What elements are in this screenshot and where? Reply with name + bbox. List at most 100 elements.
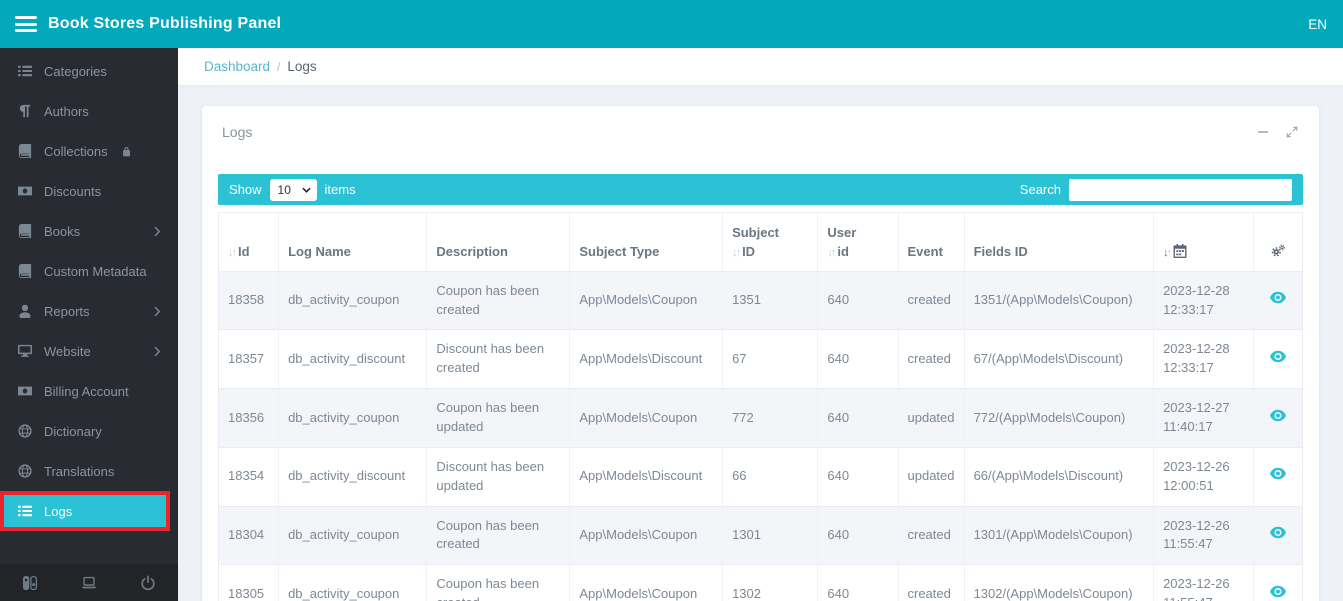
sidebar-item-billing-account[interactable]: Billing Account (0, 371, 178, 411)
sidebar-item-authors[interactable]: Authors (0, 91, 178, 131)
book-icon (17, 143, 33, 159)
table-row: 18356 db_activity_coupon Coupon has been u… (219, 388, 1302, 448)
cell-description: Coupon has been updated (426, 388, 570, 448)
column-header-event: Event (897, 213, 965, 272)
money-bill-icon (17, 183, 33, 199)
view-log-button[interactable] (1269, 467, 1286, 483)
cell-user_id: 640 (817, 446, 898, 507)
cell-log_name: db_activity_coupon (278, 388, 427, 448)
collapse-icon[interactable] (1256, 125, 1270, 139)
card-title: Logs (222, 124, 253, 140)
list-icon (17, 63, 33, 79)
cell-subject_id: 67 (722, 329, 818, 389)
eye-icon (1269, 467, 1286, 483)
sidebar-item-logs[interactable]: Logs (0, 491, 170, 531)
sidebar-item-discounts[interactable]: Discounts (0, 171, 178, 211)
sidebar-item-label: Books (44, 223, 81, 239)
view-log-button[interactable] (1269, 526, 1286, 542)
globe-icon (17, 463, 33, 479)
cell-id: 18304 (219, 505, 279, 565)
sidebar-item-dictionary[interactable]: Dictionary (0, 411, 178, 451)
eye-icon (1269, 291, 1286, 307)
console-switch-icon[interactable] (21, 574, 39, 592)
chevron-down-icon (301, 187, 311, 193)
breadcrumb-dashboard-link[interactable]: Dashboard (204, 59, 271, 74)
cell-actions (1252, 505, 1302, 565)
sidebar-nav: Categories Authors Collections Discounts Boo… (0, 48, 178, 531)
cell-description: Discount has been updated (426, 446, 570, 507)
cell-id: 18354 (219, 446, 279, 507)
view-log-button[interactable] (1269, 409, 1286, 425)
main-area: Dashboard / Logs Logs (178, 48, 1343, 601)
sidebar-item-label: Reports (44, 303, 90, 319)
sidebar-item-books[interactable]: Books (0, 211, 178, 251)
cell-date: 2023-12-27 11:40:17 (1153, 388, 1254, 448)
gears-icon (1271, 244, 1285, 258)
cell-fields_id: 1301/(App\Models\Coupon) (963, 505, 1154, 565)
cell-actions (1252, 329, 1302, 389)
search-label: Search (1019, 182, 1061, 197)
sort-icon: ↓ ↑ (732, 246, 741, 259)
cell-user_id: 640 (817, 505, 898, 565)
show-label: Show (229, 182, 262, 197)
cell-subject_id: 1301 (722, 505, 818, 565)
sidebar-item-website[interactable]: Website (0, 331, 178, 371)
language-selector[interactable]: EN (1308, 16, 1327, 32)
expand-icon[interactable] (1285, 125, 1299, 139)
eye-icon (1269, 350, 1286, 366)
power-icon[interactable] (139, 574, 157, 592)
logs-table-wrap: ↓ ↑ Id Log Name Description Subject Type Subje… (218, 212, 1303, 601)
table-row: 18357 db_activity_discount Discount has be… (219, 329, 1302, 389)
sidebar-item-label: Website (44, 343, 91, 359)
column-header-date[interactable]: ↓ ↑ (1153, 213, 1254, 272)
sort-icon: ↓ ↑ (1163, 246, 1172, 259)
cell-id: 18357 (219, 329, 279, 389)
cell-description: Coupon has been created (426, 270, 570, 330)
search-input[interactable] (1069, 178, 1292, 201)
column-header-user_id[interactable]: User ↓ ↑ id (817, 213, 898, 272)
top-bar: Book Stores Publishing Panel EN (0, 0, 1343, 48)
column-header-fields_id: Fields ID (963, 213, 1154, 272)
column-header-id[interactable]: ↓ ↑ Id (219, 213, 279, 271)
cell-event: created (897, 270, 965, 330)
eye-icon (1269, 585, 1286, 601)
globe-icon (17, 423, 33, 439)
eye-icon (1269, 526, 1286, 542)
laptop-icon[interactable] (80, 574, 98, 592)
view-log-button[interactable] (1269, 291, 1286, 307)
sidebar-item-custom-metadata[interactable]: Custom Metadata (0, 251, 178, 291)
menu-toggle-icon[interactable] (15, 16, 37, 32)
view-log-button[interactable] (1269, 350, 1286, 366)
page-size-select[interactable]: 10 (269, 178, 317, 201)
content: Logs Show 10 (178, 85, 1343, 601)
cell-actions (1252, 564, 1302, 601)
sidebar-item-collections[interactable]: Collections (0, 131, 178, 171)
cell-event: created (897, 505, 965, 565)
sidebar-item-label: Authors (44, 103, 89, 119)
sort-icon: ↓ ↑ (228, 246, 237, 259)
cell-fields_id: 66/(App\Models\Discount) (963, 446, 1154, 507)
table-row: 18358 db_activity_coupon Coupon has been c… (219, 270, 1302, 330)
cell-actions (1252, 270, 1302, 330)
cell-user_id: 640 (817, 388, 898, 448)
chevron-right-icon (153, 223, 161, 239)
cell-log_name: db_activity_coupon (278, 505, 427, 565)
sidebar-footer (0, 564, 178, 601)
view-log-button[interactable] (1269, 585, 1286, 601)
book-icon (17, 263, 33, 279)
cell-subject_type: App\Models\Coupon (569, 388, 723, 448)
cell-log_name: db_activity_coupon (278, 564, 427, 601)
page-size-control: Show 10 items (229, 178, 356, 201)
sidebar-item-categories[interactable]: Categories (0, 51, 178, 91)
column-header-subject_id[interactable]: Subject ↓ ↑ ID (722, 213, 818, 272)
items-label: items (324, 182, 356, 197)
cell-date: 2023-12-28 12:33:17 (1153, 329, 1254, 389)
cell-date: 2023-12-26 11:55:47 (1153, 505, 1254, 565)
sidebar-item-label: Discounts (44, 183, 102, 199)
cell-id: 18356 (219, 388, 279, 448)
sidebar-item-translations[interactable]: Translations (0, 451, 178, 491)
sidebar-item-label: Billing Account (44, 383, 129, 399)
sidebar-item-reports[interactable]: Reports (0, 291, 178, 331)
card-tools (1256, 125, 1299, 139)
table-body: 18358 db_activity_coupon Coupon has been c… (219, 270, 1302, 601)
